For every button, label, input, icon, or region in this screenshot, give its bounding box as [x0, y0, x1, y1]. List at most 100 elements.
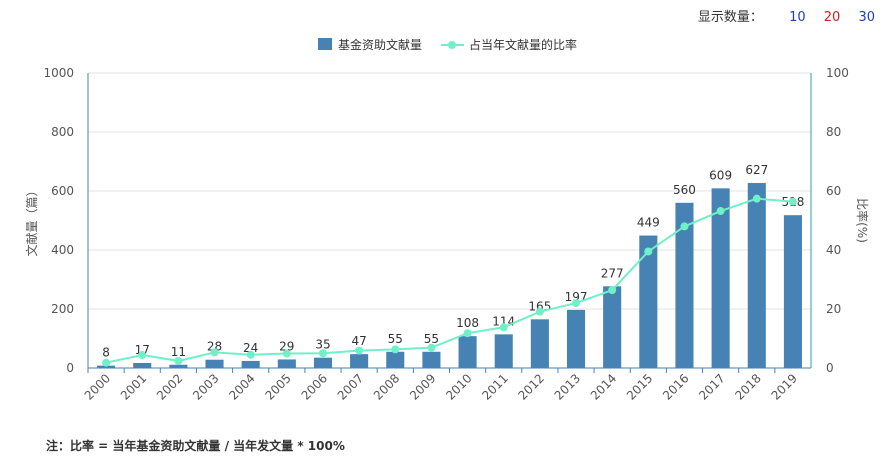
y2-tick-label: 80 — [826, 125, 841, 139]
ratio-point — [246, 350, 255, 359]
ratio-point — [174, 356, 183, 365]
bar — [675, 202, 694, 368]
bar-value-label: 627 — [745, 163, 768, 177]
y2-tick-label: 0 — [826, 361, 834, 375]
bar — [494, 334, 513, 368]
footnote: 注：比率 = 当年基金资助文献量 / 当年发文量 * 100% — [46, 439, 345, 453]
ratio-point — [752, 194, 761, 203]
y2-tick-label: 60 — [826, 184, 841, 198]
bar-value-label: 55 — [388, 332, 403, 346]
legend-bar-label: 基金资助文献量 — [338, 37, 422, 52]
bar — [386, 351, 405, 368]
bar-value-label: 449 — [637, 216, 660, 230]
display-count-option-10[interactable]: 10 — [789, 10, 806, 25]
display-count-bar: 显示数量： 10 20 30 — [698, 6, 875, 25]
ratio-point — [644, 247, 653, 256]
bar — [277, 359, 296, 368]
x-tick-label: 2007 — [335, 371, 366, 402]
y2-tick-label: 40 — [826, 243, 841, 257]
ratio-point — [716, 207, 725, 216]
bar — [313, 357, 333, 368]
bar-value-label: 609 — [709, 168, 732, 182]
x-tick-label: 2018 — [732, 371, 763, 402]
ratio-point — [535, 307, 544, 316]
bar — [603, 286, 622, 368]
ratio-point — [427, 343, 436, 352]
y2-tick-label: 100 — [826, 66, 849, 80]
bar — [133, 362, 152, 368]
x-tick-label: 2009 — [407, 371, 438, 402]
display-count-option-30[interactable]: 30 — [858, 10, 875, 25]
bar-value-label: 560 — [673, 183, 696, 197]
x-tick-label: 2016 — [660, 371, 691, 402]
bar-value-label: 8 — [102, 346, 110, 360]
display-count-label: 显示数量： — [697, 10, 763, 25]
ratio-point — [499, 323, 508, 332]
bar-value-label: 277 — [601, 266, 624, 280]
x-tick-label: 2012 — [515, 371, 546, 402]
y-tick-label: 800 — [51, 125, 74, 139]
bar — [783, 215, 802, 368]
bar-value-label: 55 — [424, 332, 439, 346]
ratio-point — [210, 348, 219, 357]
ratio-line — [105, 197, 794, 364]
bar-value-label: 35 — [315, 338, 330, 352]
display-count-option-20[interactable]: 20 — [823, 10, 841, 25]
bar — [639, 235, 658, 368]
ratio-point — [102, 358, 111, 367]
x-tick-label: 2006 — [299, 371, 330, 402]
x-tick-label: 2013 — [552, 371, 583, 402]
ratio-point — [282, 349, 291, 358]
ratio-point — [355, 346, 364, 355]
y-tick-label: 0 — [66, 361, 74, 375]
bar — [422, 351, 441, 368]
bar-value-label: 29 — [279, 339, 294, 353]
x-tick-label: 2014 — [588, 371, 619, 402]
legend-line-marker — [448, 41, 456, 49]
bar — [169, 364, 188, 368]
ratio-point — [391, 345, 400, 354]
bar — [97, 365, 116, 368]
ratio-point — [608, 286, 617, 295]
legend-bar-swatch — [318, 38, 332, 50]
legend-line-label: 占当年文献量的比率 — [469, 37, 577, 52]
x-tick-label: 2002 — [154, 371, 185, 402]
x-tick-label: 2001 — [118, 371, 149, 402]
bar — [241, 360, 260, 368]
ratio-point — [572, 299, 581, 308]
y-tick-label: 400 — [51, 243, 74, 257]
ratio-point — [788, 197, 797, 206]
bar — [566, 309, 586, 368]
bar-value-label: 11 — [171, 345, 186, 359]
bar-value-label: 24 — [243, 341, 258, 355]
x-tick-label: 2003 — [190, 371, 221, 402]
bar-value-label: 47 — [351, 334, 366, 348]
x-tick-label: 2019 — [769, 371, 800, 402]
bar — [205, 359, 224, 368]
x-tick-label: 2005 — [262, 371, 293, 402]
x-tick-label: 2015 — [624, 371, 655, 402]
bar-value-label: 108 — [456, 316, 479, 330]
ratio-point — [318, 349, 327, 358]
bar — [711, 188, 730, 368]
bar-value-label: 28 — [207, 340, 222, 354]
y-tick-label: 200 — [51, 302, 74, 316]
x-tick-label: 2011 — [479, 371, 510, 402]
bar — [350, 354, 369, 368]
x-tick-label: 2010 — [443, 371, 474, 402]
chart: 0 200 400 600 800 1000 0 20 40 60 80 100 文献量（篇） 比率(%)… — [24, 37, 870, 403]
ratio-point — [463, 329, 472, 338]
y-tick-label: 600 — [51, 184, 74, 198]
y2-tick-label: 20 — [826, 302, 841, 316]
ratio-point — [680, 222, 689, 231]
x-tick-label: 2017 — [696, 371, 727, 402]
y2-axis-title: 比率(%) — [855, 198, 870, 243]
x-tick-label: 2008 — [371, 371, 402, 402]
bar-value-label: 17 — [135, 343, 150, 357]
y-tick-label: 1000 — [43, 66, 74, 80]
ratio-point — [138, 351, 147, 360]
bar — [747, 183, 766, 368]
x-tick-label: 2004 — [226, 371, 257, 402]
bar — [530, 319, 549, 368]
bar — [458, 336, 477, 368]
